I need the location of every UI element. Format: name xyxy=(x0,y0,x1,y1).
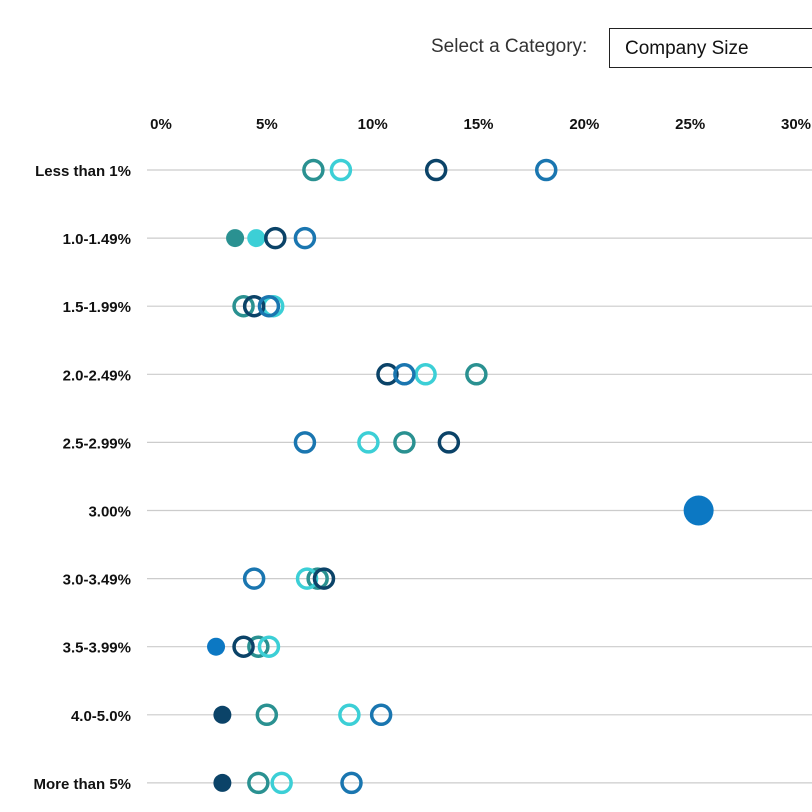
data-point[interactable] xyxy=(340,771,363,795)
data-point[interactable] xyxy=(683,495,714,526)
data-point[interactable] xyxy=(534,158,558,182)
x-tick-label: 25% xyxy=(675,116,705,133)
data-point[interactable] xyxy=(424,158,448,182)
data-point[interactable] xyxy=(226,229,245,248)
category-label: Less than 1% xyxy=(35,163,131,180)
data-point[interactable] xyxy=(393,363,416,386)
x-tick-label: 15% xyxy=(463,116,493,133)
data-point[interactable] xyxy=(437,431,461,454)
data-point[interactable] xyxy=(376,363,399,386)
data-point[interactable] xyxy=(312,567,336,590)
category-selector: Select a Category: Company Size xyxy=(431,28,812,70)
data-point[interactable] xyxy=(257,294,281,318)
data-point[interactable] xyxy=(247,771,270,795)
data-point[interactable] xyxy=(270,771,293,795)
data-point[interactable] xyxy=(257,635,281,658)
category-dropdown[interactable]: Company Size xyxy=(609,28,812,68)
data-point[interactable] xyxy=(302,158,325,182)
data-point[interactable] xyxy=(293,431,317,454)
data-point[interactable] xyxy=(329,158,353,182)
data-points xyxy=(207,158,714,795)
data-point[interactable] xyxy=(255,703,279,727)
data-point[interactable] xyxy=(247,229,266,248)
x-tick-label: 5% xyxy=(256,116,278,133)
category-label: 2.5-2.99% xyxy=(63,435,131,452)
data-point[interactable] xyxy=(306,567,329,590)
category-dropdown-value: Company Size xyxy=(625,38,749,59)
data-point[interactable] xyxy=(207,637,226,656)
category-label: 1.5-1.99% xyxy=(63,299,131,316)
category-label: 3.0-3.49% xyxy=(63,572,131,589)
data-point[interactable] xyxy=(465,363,488,386)
data-point[interactable] xyxy=(232,635,255,658)
data-point[interactable] xyxy=(242,294,266,318)
data-point[interactable] xyxy=(338,703,361,727)
data-point[interactable] xyxy=(247,635,270,658)
data-point[interactable] xyxy=(369,703,393,727)
data-point[interactable] xyxy=(213,773,232,792)
x-axis: 0% 5% 10% 15% 20% 25% 30% xyxy=(150,116,811,133)
x-tick-label: 10% xyxy=(358,116,388,133)
data-point[interactable] xyxy=(295,567,319,590)
x-tick-label: 20% xyxy=(569,116,599,133)
category-selector-label: Select a Category: xyxy=(431,36,588,57)
category-label: 3.5-3.99% xyxy=(63,640,131,657)
data-point[interactable] xyxy=(357,431,380,454)
data-point[interactable] xyxy=(232,294,255,318)
gridlines xyxy=(147,169,812,784)
data-point[interactable] xyxy=(393,431,416,454)
category-label: More than 5% xyxy=(33,776,131,793)
x-tick-label: 30% xyxy=(781,116,811,133)
x-tick-label: 0% xyxy=(150,116,172,133)
category-label: 1.0-1.49% xyxy=(63,231,131,248)
data-point[interactable] xyxy=(293,226,317,250)
row-labels: Less than 1% 1.0-1.49% 1.5-1.99% 2.0-2.49% 2… xyxy=(33,163,131,793)
data-point[interactable] xyxy=(242,567,266,590)
category-label: 3.00% xyxy=(88,504,131,521)
data-point[interactable] xyxy=(264,226,287,250)
data-point[interactable] xyxy=(414,363,437,386)
data-point[interactable] xyxy=(213,705,232,724)
category-label: 2.0-2.49% xyxy=(63,367,131,384)
category-label: 4.0-5.0% xyxy=(71,708,131,725)
